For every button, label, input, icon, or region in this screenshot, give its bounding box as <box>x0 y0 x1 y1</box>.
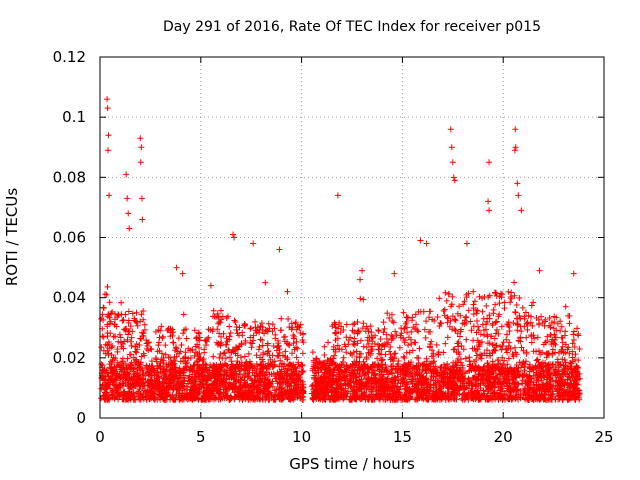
data-point <box>485 198 492 205</box>
data-point <box>138 144 145 151</box>
y-tick-label: 0.04 <box>53 289 86 307</box>
data-point <box>514 180 521 187</box>
data-point <box>104 105 111 112</box>
x-tick-label: 20 <box>494 428 513 446</box>
x-tick-label: 15 <box>393 428 412 446</box>
axis-ticks: 0 5 10 15 20 25 0 0.02 0.04 0.06 0.08 0.1 0.12 <box>53 48 614 446</box>
data-point <box>231 234 238 241</box>
data-points <box>98 96 583 403</box>
data-point <box>512 144 519 151</box>
data-point <box>276 246 283 253</box>
y-tick-label: 0 <box>76 409 86 427</box>
data-point <box>137 135 144 142</box>
data-point <box>105 147 112 154</box>
data-point <box>106 192 113 199</box>
x-tick-label: 5 <box>196 428 206 446</box>
data-point <box>207 282 214 289</box>
data-point <box>105 132 112 139</box>
data-point <box>570 270 577 277</box>
data-point <box>357 276 364 283</box>
data-point <box>515 192 522 199</box>
x-tick-label: 0 <box>95 428 105 446</box>
y-tick-label: 0.02 <box>53 349 86 367</box>
data-point <box>511 147 518 154</box>
data-point <box>284 288 291 295</box>
data-point <box>512 126 519 133</box>
scatter-point-band <box>98 360 583 403</box>
data-point <box>417 237 424 244</box>
data-point <box>486 159 493 166</box>
x-tick-label: 25 <box>594 428 613 446</box>
data-point <box>391 270 398 277</box>
data-point <box>138 195 145 202</box>
data-point <box>173 264 180 271</box>
data-point <box>359 267 366 274</box>
data-point <box>486 207 493 214</box>
data-point <box>448 144 455 151</box>
data-point <box>450 174 457 181</box>
x-axis-label: GPS time / hours <box>289 455 415 473</box>
data-point <box>451 177 458 184</box>
data-point <box>262 279 269 286</box>
data-point <box>104 96 111 103</box>
data-point <box>518 207 525 214</box>
chart-title: Day 291 of 2016, Rate Of TEC Index for r… <box>163 19 541 35</box>
y-tick-label: 0.12 <box>53 48 86 66</box>
data-point <box>536 267 543 274</box>
data-point <box>137 159 144 166</box>
y-axis-label: ROTI / TECUs <box>3 188 21 286</box>
data-point <box>334 192 341 199</box>
data-point <box>123 171 130 178</box>
data-point <box>139 216 146 223</box>
data-point <box>250 240 257 247</box>
data-point <box>124 195 131 202</box>
y-tick-label: 0.06 <box>53 229 86 247</box>
y-tick-label: 0.08 <box>53 168 86 186</box>
data-point <box>230 231 237 238</box>
x-tick-label: 10 <box>292 428 311 446</box>
data-point <box>126 225 133 232</box>
data-point <box>423 240 430 247</box>
y-tick-label: 0.1 <box>62 108 86 126</box>
data-point <box>179 270 186 277</box>
data-point <box>447 126 454 133</box>
data-point <box>463 240 470 247</box>
data-point <box>125 210 132 217</box>
data-point <box>449 159 456 166</box>
